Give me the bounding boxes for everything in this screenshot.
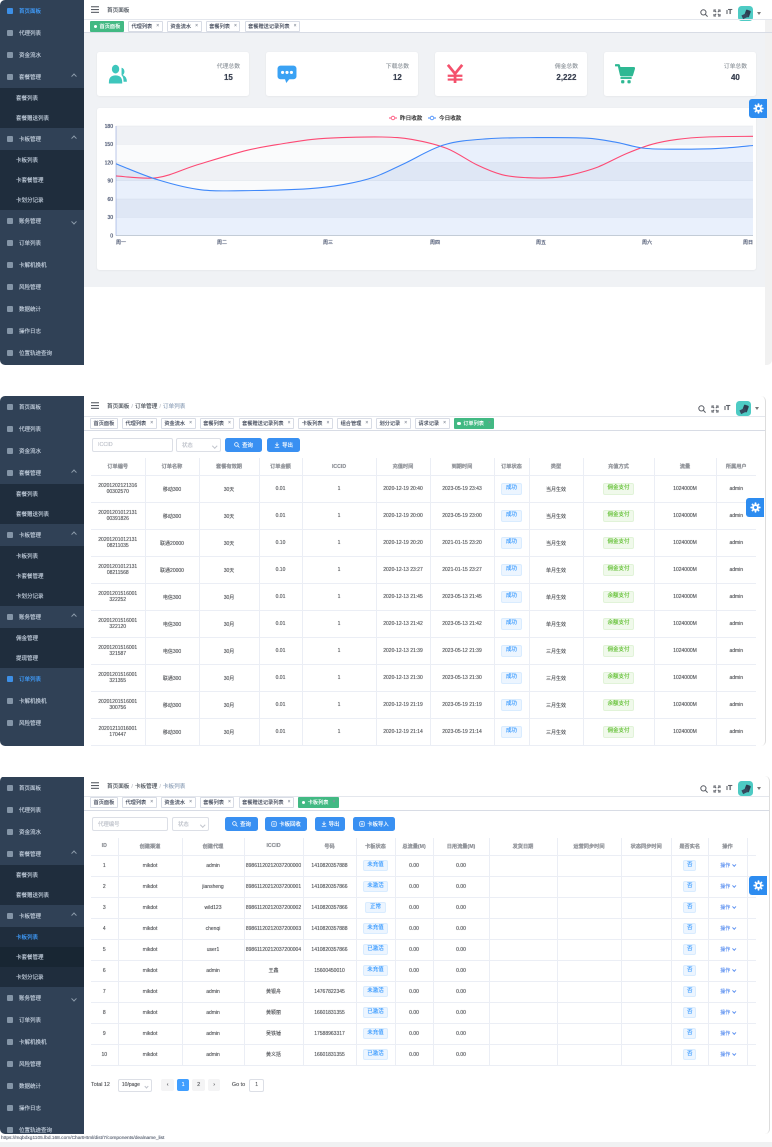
svg-text:昨日收款: 昨日收款 [400, 114, 423, 122]
svg-text:0: 0 [110, 233, 113, 239]
svg-text:30: 30 [107, 215, 113, 221]
svg-text:周四: 周四 [430, 240, 440, 246]
svg-text:今日收款: 今日收款 [439, 114, 462, 122]
svg-text:周日: 周日 [743, 240, 753, 246]
svg-text:180: 180 [105, 124, 114, 130]
svg-text:150: 150 [105, 142, 114, 148]
svg-text:周一: 周一 [116, 240, 126, 246]
svg-text:60: 60 [107, 197, 113, 203]
svg-text:90: 90 [107, 179, 113, 185]
svg-text:周五: 周五 [536, 240, 546, 246]
svg-text:周二: 周二 [217, 240, 227, 246]
svg-text:120: 120 [105, 160, 114, 166]
svg-text:周六: 周六 [642, 239, 652, 246]
svg-text:周三: 周三 [323, 240, 333, 246]
